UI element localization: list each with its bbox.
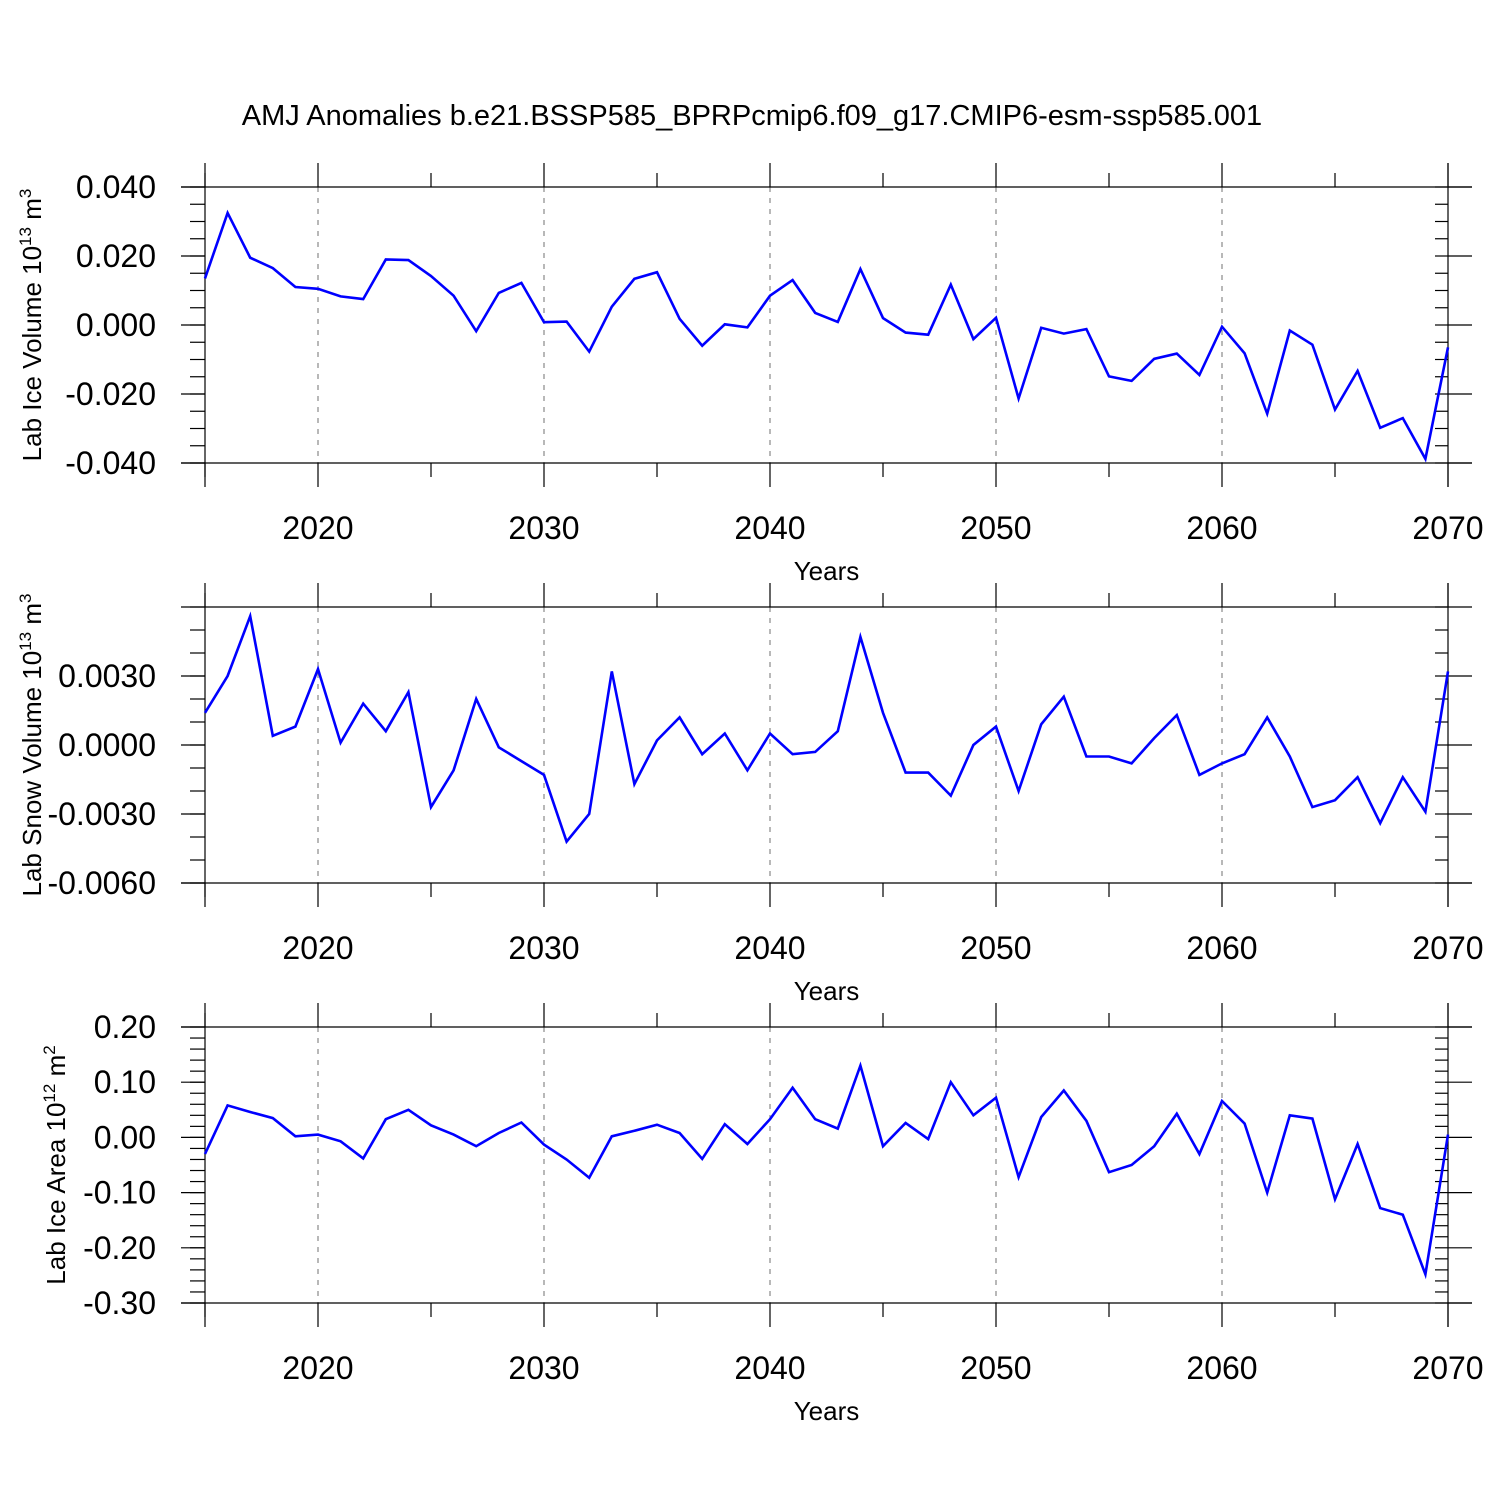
x-tick-label-2020: 2020	[282, 1350, 353, 1386]
x-tick-label-2030: 2030	[508, 510, 579, 546]
y-tick-label: 0.10	[94, 1064, 156, 1100]
x-tick-label-2060: 2060	[1186, 510, 1257, 546]
y-axis-label: Lab Ice Area 1012 m2	[40, 1045, 71, 1284]
x-tick-label-2050: 2050	[960, 1350, 1031, 1386]
x-tick-label-2060: 2060	[1186, 930, 1257, 966]
series-line-1	[203, 1061, 1450, 1280]
x-tick-label-2040: 2040	[734, 930, 805, 966]
x-tick-label-2040: 2040	[734, 1350, 805, 1386]
y-tick-label: -0.0060	[47, 865, 156, 901]
y-tick-label: -0.020	[65, 376, 156, 412]
panel-1: 2020 2030 2040 2050 2060 2070 Years 0.040 0.020 0…	[16, 163, 1484, 586]
x-axis-label: Years	[794, 1396, 860, 1426]
y-tick-label: 0.040	[76, 169, 156, 205]
chart-title: AMJ Anomalies b.e21.BSSP585_BPRPcmip6.f0…	[242, 100, 1262, 132]
x-tick-label-2070: 2070	[1412, 930, 1483, 966]
x-tick-label-2020: 2020	[282, 930, 353, 966]
x-tick-label-2050: 2050	[960, 510, 1031, 546]
y-tick-label: -0.20	[83, 1230, 156, 1266]
y-tick-label: 0.0030	[58, 658, 156, 694]
x-tick-label-2050: 2050	[960, 930, 1031, 966]
y-tick-label: 0.0000	[58, 727, 156, 763]
x-tick-label-2030: 2030	[508, 1350, 579, 1386]
y-tick-label: 0.000	[76, 307, 156, 343]
y-tick-label: -0.30	[83, 1285, 156, 1321]
y-tick-label: -0.040	[65, 445, 156, 481]
panel-2: 2020 2030 2040 2050 2060 2070 Years 0.0030 0.000…	[16, 583, 1484, 1006]
y-axis-label: Lab Snow Volume 1013 m3	[16, 593, 47, 896]
y-tick-label: 0.020	[76, 238, 156, 274]
panel-3: 2020 2030 2040 2050 2060 2070 Years 0.20 0.10 0.0…	[40, 1003, 1484, 1426]
x-tick-label-2040: 2040	[734, 510, 805, 546]
x-tick-label-2030: 2030	[508, 930, 579, 966]
y-tick-label: 0.20	[94, 1009, 156, 1045]
x-axis-label: Years	[794, 556, 860, 586]
series-line-1	[203, 209, 1450, 463]
x-tick-label-2020: 2020	[282, 510, 353, 546]
x-axis-label: Years	[794, 976, 860, 1006]
series-line-1	[203, 611, 1450, 845]
panels-container: 2020 2030 2040 2050 2060 2070 Years 0.040 0.020 0…	[16, 163, 1484, 1426]
y-tick-label: -0.0030	[47, 796, 156, 832]
y-tick-label: 0.00	[94, 1119, 156, 1155]
y-axis-label: Lab Ice Volume 1013 m3	[16, 189, 47, 462]
x-tick-label-2070: 2070	[1412, 510, 1483, 546]
x-tick-label-2060: 2060	[1186, 1350, 1257, 1386]
x-tick-label-2070: 2070	[1412, 1350, 1483, 1386]
y-tick-label: -0.10	[83, 1175, 156, 1211]
